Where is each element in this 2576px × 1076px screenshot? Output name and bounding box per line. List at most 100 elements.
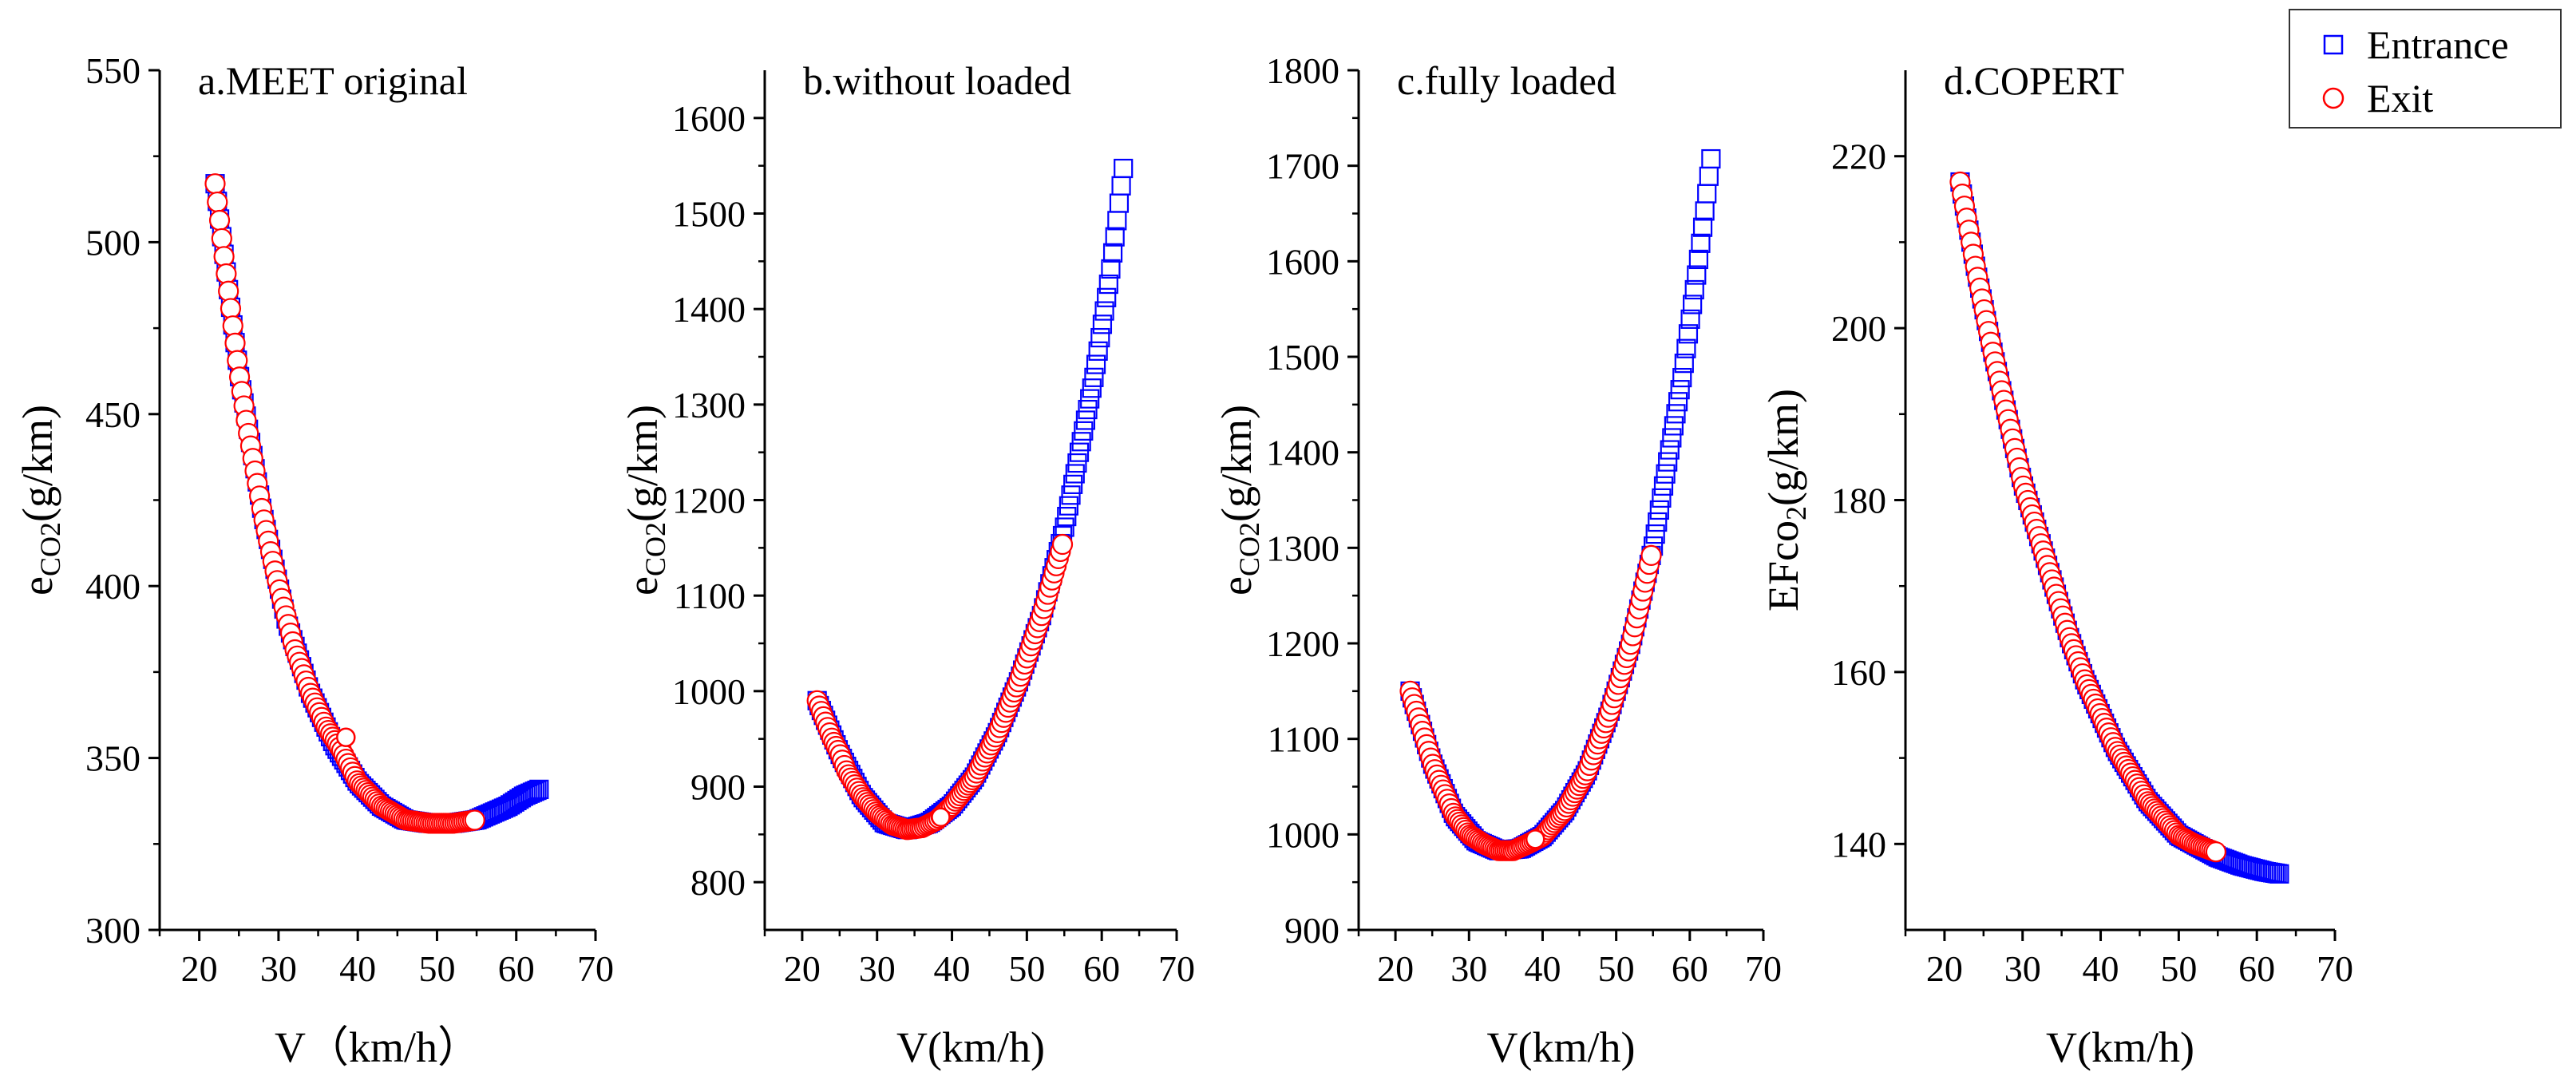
exit-point: [207, 191, 228, 213]
x-tick-label: 60: [1672, 948, 1708, 989]
entrance-point: [524, 781, 544, 801]
entrance-point: [1649, 500, 1669, 520]
exit-point: [213, 246, 235, 267]
legend-marker-exit: [2322, 87, 2345, 109]
x-tick-label: 30: [859, 948, 896, 989]
entrance-point: [1672, 367, 1692, 388]
entrance-point: [1086, 354, 1106, 374]
x-tick-label: 60: [498, 948, 535, 989]
entrance-point: [1652, 488, 1672, 508]
legend: Entrance Exit: [2289, 9, 2562, 129]
y-tick-label: 1200: [672, 481, 746, 521]
entrance-point: [1111, 176, 1131, 196]
y-axis-label: eCO2(g/km): [14, 405, 66, 595]
entrance-point: [2269, 864, 2289, 884]
x-tick-label: 20: [181, 948, 218, 989]
y-tick-label: 160: [1831, 652, 1886, 693]
y-tick-label: 800: [690, 862, 746, 903]
exit-point: [224, 332, 246, 354]
entrance-point: [522, 782, 543, 802]
exit-point: [216, 263, 237, 285]
series-exit: [806, 533, 1074, 841]
entrance-point: [1684, 279, 1704, 300]
entrance-point: [1660, 440, 1680, 460]
entrance-point: [1676, 338, 1696, 358]
y-tick-label: 1100: [674, 576, 746, 616]
entrance-point: [1664, 416, 1684, 436]
x-axis-label: V(km/h): [2046, 1023, 2194, 1071]
x-tick-label: 50: [1598, 948, 1635, 989]
y-axis-label: EFco2(g/km): [1759, 389, 1812, 611]
entrance-point: [1067, 453, 1087, 473]
entrance-point: [1075, 410, 1096, 430]
entrance-point: [1097, 287, 1117, 307]
x-tick-label: 70: [1745, 948, 1782, 989]
chart-panels: 300 350 400 450 500 550 20 30 40 50 60 70 a.MEET ori…: [14, 50, 2353, 1071]
entrance-point: [1065, 464, 1085, 484]
highlight-point: [931, 807, 951, 828]
x-tick-label: 40: [934, 948, 971, 989]
entrance-point: [1687, 265, 1707, 285]
y-tick-label: 300: [85, 910, 140, 951]
x-tick-label: 30: [2004, 948, 2041, 989]
exit-point: [204, 173, 226, 195]
y-tick-label: 180: [1831, 481, 1886, 521]
y-tick-label: 550: [85, 50, 140, 91]
y-tick-label: 1400: [1266, 433, 1339, 473]
entrance-point: [527, 780, 547, 801]
x-tick-label: 50: [1008, 948, 1045, 989]
entrance-point: [1078, 399, 1098, 420]
y-tick-label: 1200: [1266, 623, 1339, 664]
entrance-point: [1094, 301, 1114, 321]
entrance-point: [1109, 193, 1130, 213]
y-tick-label: 350: [85, 738, 140, 779]
x-tick-label: 50: [2160, 948, 2197, 989]
x-tick-label: 20: [1926, 948, 1963, 989]
x-tick-label: 30: [260, 948, 297, 989]
y-tick-label: 140: [1831, 824, 1886, 864]
entrance-point: [1090, 327, 1110, 348]
entrance-point: [1092, 314, 1113, 334]
y-tick-label: 450: [85, 394, 140, 435]
y-tick-label: 1600: [672, 98, 746, 139]
x-tick-label: 70: [577, 948, 614, 989]
exit-point: [2205, 841, 2227, 863]
y-tick-label: 220: [1831, 136, 1886, 177]
y-tick-label: 1500: [672, 194, 746, 235]
y-axis-label: eCO2(g/km): [1213, 405, 1265, 595]
exit-point: [218, 280, 239, 302]
y-tick-label: 900: [1284, 910, 1339, 951]
entrance-point: [1678, 324, 1699, 344]
entrance-point: [1662, 428, 1682, 448]
panel-title: a.MEET original: [198, 58, 468, 103]
y-tick-label: 400: [85, 566, 140, 607]
exit-point: [220, 298, 242, 319]
entrance-point: [1080, 389, 1100, 409]
entrance-point: [1691, 233, 1711, 253]
y-tick-label: 1500: [1266, 337, 1339, 378]
legend-marker-entrance: [2323, 34, 2344, 55]
panel-title: d.COPERT: [1944, 58, 2124, 103]
entrance-point: [1692, 217, 1713, 237]
x-tick-label: 60: [2238, 948, 2275, 989]
entrance-point: [1084, 367, 1104, 387]
entrance-point: [1658, 452, 1678, 472]
entrance-point: [1656, 464, 1676, 484]
x-tick-label: 40: [1524, 948, 1561, 989]
y-tick-label: 1000: [672, 671, 746, 712]
entrance-point: [1683, 295, 1703, 314]
entrance-point: [1069, 442, 1090, 462]
exit-point: [464, 809, 485, 831]
y-tick-label: 1100: [1268, 719, 1339, 760]
series-entrance: [1400, 148, 1721, 860]
x-tick-label: 30: [1450, 948, 1487, 989]
entrance-point: [1695, 201, 1715, 221]
x-tick-label: 60: [1083, 948, 1120, 989]
entrance-point: [1063, 474, 1083, 494]
y-tick-label: 500: [85, 222, 140, 263]
entrance-point: [1101, 259, 1121, 279]
series-exit: [204, 173, 485, 834]
y-tick-label: 1300: [1266, 528, 1339, 568]
series-exit: [1949, 171, 2227, 863]
